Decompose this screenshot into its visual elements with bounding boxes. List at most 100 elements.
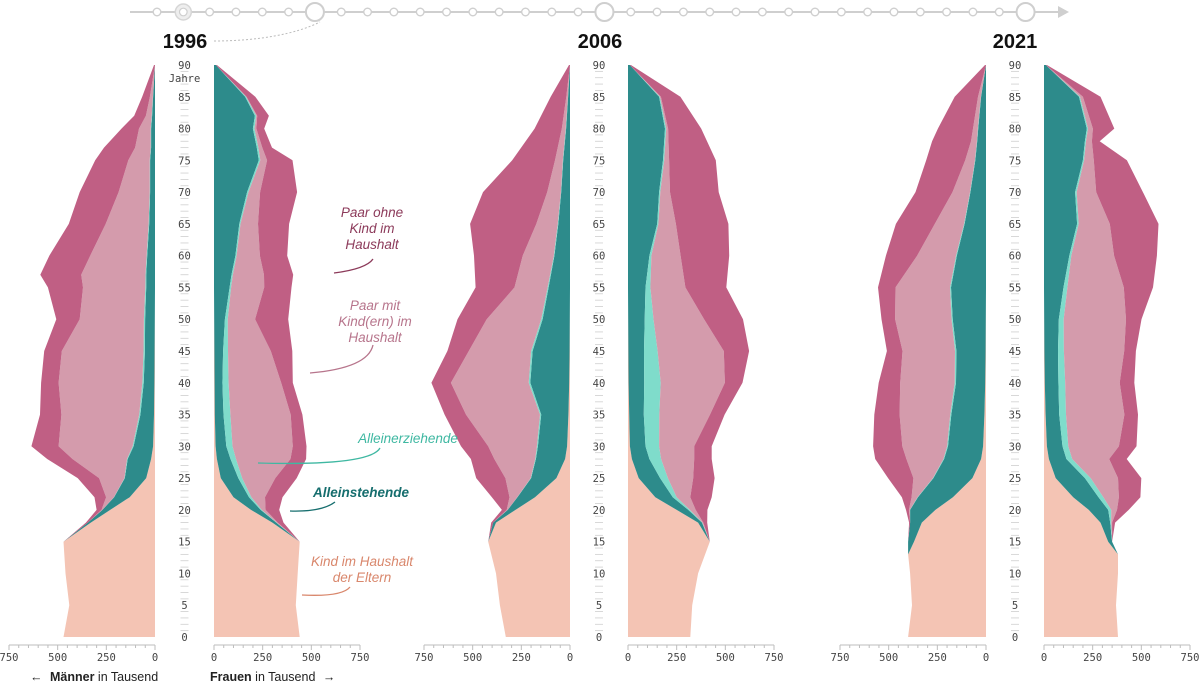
pyramid-panel-1996: 1996 0 5 10 15 20 25 30 35 40 45 50 55 60 65 70 75 80 85 90…	[0, 31, 369, 664]
legend-label-alleinerziehende: Alleinerziehende	[357, 431, 458, 446]
area-frauen-paar-mit-kindern	[1045, 65, 1126, 637]
timeline-step[interactable]	[731, 7, 741, 17]
timeline-step[interactable]	[626, 7, 636, 17]
timeline-step[interactable]	[705, 7, 715, 17]
age-tick-label: 80	[593, 124, 606, 136]
age-tick-label: 65	[593, 219, 606, 231]
timeline-step[interactable]	[863, 7, 873, 17]
area-maenner-paar-ohne-kind	[431, 65, 570, 637]
legend-line: Kind(ern) im	[338, 314, 412, 329]
timeline-step[interactable]	[994, 7, 1004, 17]
legend-label-paar-ohne-kind: Paar ohne Kind im Haushalt	[341, 205, 403, 252]
x-tick-label: 500	[48, 652, 67, 664]
area-maenner-paar-mit-kindern	[58, 65, 155, 637]
leader-alleinerziehende	[257, 447, 381, 465]
men-label: Männer	[50, 670, 95, 684]
timeline-step[interactable]	[284, 7, 294, 17]
timeline-step[interactable]	[520, 7, 530, 17]
timeline-step[interactable]	[968, 7, 978, 17]
age-tick-label: 30	[1009, 441, 1022, 453]
timeline-arrow-icon	[1058, 6, 1069, 18]
age-tick-label: 20	[1009, 505, 1022, 517]
leader-paar-ohne-kind	[333, 258, 374, 274]
age-tick-label: 45	[593, 346, 606, 358]
timeline-step[interactable]	[415, 7, 425, 17]
age-tick-label: 30	[593, 441, 606, 453]
age-tick-label: 65	[1009, 219, 1022, 231]
age-tick-label: 80	[1009, 124, 1022, 136]
timeline-year-marker[interactable]	[1015, 2, 1036, 22]
x-tick-label: 750	[415, 652, 434, 664]
age-tick-label: 60	[593, 251, 606, 263]
timeline-year-marker[interactable]	[594, 2, 615, 22]
timeline-step[interactable]	[257, 7, 267, 17]
timeline-step[interactable]	[915, 7, 925, 17]
timeline-step[interactable]	[573, 7, 583, 17]
age-tick-label: 75	[178, 155, 191, 167]
age-tick-label: 15	[178, 537, 191, 549]
age-tick-label: 70	[593, 187, 606, 199]
age-unit-label: Jahre	[169, 73, 201, 85]
timeline-step[interactable]	[389, 7, 399, 17]
leader-kind-im-haushalt	[301, 586, 351, 596]
timeline-step[interactable]	[494, 7, 504, 17]
timeline-step[interactable]	[889, 7, 899, 17]
legend-line: Kind im	[349, 221, 394, 236]
timeline-step[interactable]	[784, 7, 794, 17]
x-tick-label: 250	[667, 652, 686, 664]
area-maenner-paar-ohne-kind	[873, 65, 986, 637]
leader-alleinstehende	[289, 501, 336, 512]
age-tick-label: 0	[596, 632, 602, 644]
age-tick-label: 55	[178, 282, 191, 294]
age-tick-label: 70	[1009, 187, 1022, 199]
timeline-step[interactable]	[152, 7, 162, 17]
area-frauen-kind-im-haushalt	[214, 65, 300, 637]
age-tick-label: 35	[178, 410, 191, 422]
timeline-step[interactable]	[942, 7, 952, 17]
timeline-step[interactable]	[678, 7, 688, 17]
timeline-step[interactable]	[757, 7, 767, 17]
age-tick-label: 20	[593, 505, 606, 517]
x-tick-label: 500	[879, 652, 898, 664]
timeline-year-marker[interactable]	[304, 2, 325, 22]
age-tick-label: 15	[1009, 537, 1022, 549]
age-tick-label: 60	[178, 251, 191, 263]
age-tick-label: 40	[593, 378, 606, 390]
timeline-step[interactable]	[336, 7, 346, 17]
area-frauen-paar-mit-kindern	[629, 65, 725, 637]
timeline-slider[interactable]	[130, 2, 1069, 42]
area-maenner-kind-im-haushalt	[488, 65, 570, 637]
panel-year-title: 2006	[578, 31, 623, 53]
area-frauen-paar-ohne-kind	[1045, 65, 1159, 637]
age-tick-label: 10	[178, 568, 191, 580]
women-axis-caption: Frauen in Tausend →	[210, 670, 335, 684]
timeline-step[interactable]	[468, 7, 478, 17]
age-tick-label: 40	[1009, 378, 1022, 390]
timeline-step[interactable]	[810, 7, 820, 17]
age-tick-label: 25	[593, 473, 606, 485]
age-tick-label: 85	[1009, 92, 1022, 104]
age-tick-label: 25	[1009, 473, 1022, 485]
timeline-step[interactable]	[836, 7, 846, 17]
age-tick-label: 60	[1009, 251, 1022, 263]
timeline-step[interactable]	[231, 7, 241, 17]
age-tick-label: 25	[178, 473, 191, 485]
right-arrow-icon: →	[323, 670, 336, 684]
area-frauen-alleinstehende	[1044, 65, 1118, 637]
age-tick-label: 90	[1009, 60, 1022, 72]
timeline-step[interactable]	[205, 7, 215, 17]
x-tick-label: 500	[1132, 652, 1151, 664]
legend-line: Haushalt	[345, 237, 400, 252]
timeline-step[interactable]	[652, 7, 662, 17]
men-axis-caption: ← Männer in Tausend	[30, 670, 158, 684]
age-tick-label: 90	[593, 60, 606, 72]
age-tick-label: 80	[178, 124, 191, 136]
x-tick-label: 750	[351, 652, 370, 664]
timeline-step[interactable]	[442, 7, 452, 17]
timeline-link-line	[213, 21, 321, 42]
timeline-step[interactable]	[363, 7, 373, 17]
left-arrow-icon: ←	[30, 670, 43, 684]
legend-label-alleinstehende: Alleinstehende	[312, 485, 410, 500]
age-tick-label: 50	[1009, 314, 1022, 326]
timeline-step[interactable]	[547, 7, 557, 17]
